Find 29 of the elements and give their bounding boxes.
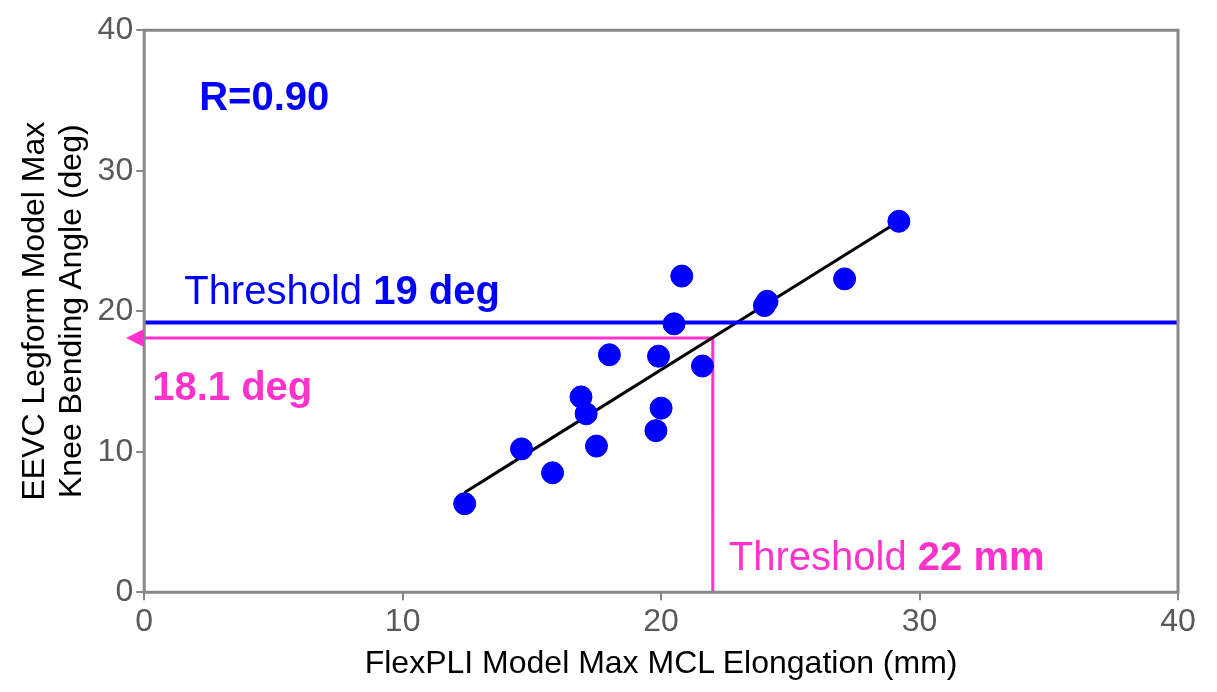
annotation: R=0.90 xyxy=(199,74,330,119)
annotation: 18.1 deg xyxy=(152,363,313,408)
x-tick-label: 20 xyxy=(643,602,679,639)
point xyxy=(670,264,694,288)
annotation: Threshold 22 mm xyxy=(728,534,1045,579)
ref-line-label: Threshold 19 deg xyxy=(184,268,500,313)
point xyxy=(887,209,911,233)
point xyxy=(510,437,534,461)
point xyxy=(690,354,714,378)
point xyxy=(574,402,598,426)
point xyxy=(584,434,608,458)
point xyxy=(644,419,668,443)
y-tick-label: 30 xyxy=(97,150,134,187)
point xyxy=(755,289,779,313)
x-tick-label: 30 xyxy=(901,602,938,639)
x-tick-label: 40 xyxy=(1160,602,1196,639)
point xyxy=(541,461,565,485)
point xyxy=(647,344,671,368)
y-tick-label: 40 xyxy=(97,10,134,47)
x-axis-title: FlexPLI Model Max MCL Elongation (mm) xyxy=(364,643,958,680)
point xyxy=(453,492,477,516)
y-tick-label: 0 xyxy=(115,572,134,609)
y-axis-title: EEVC Legform Model Max Knee Bending Angle (deg) xyxy=(15,121,89,501)
y-tick-label: 10 xyxy=(97,431,134,468)
y-tick-label: 20 xyxy=(97,291,134,328)
x-tick-label: 10 xyxy=(384,602,421,639)
point xyxy=(833,267,857,291)
point xyxy=(597,343,621,367)
point xyxy=(649,396,673,420)
